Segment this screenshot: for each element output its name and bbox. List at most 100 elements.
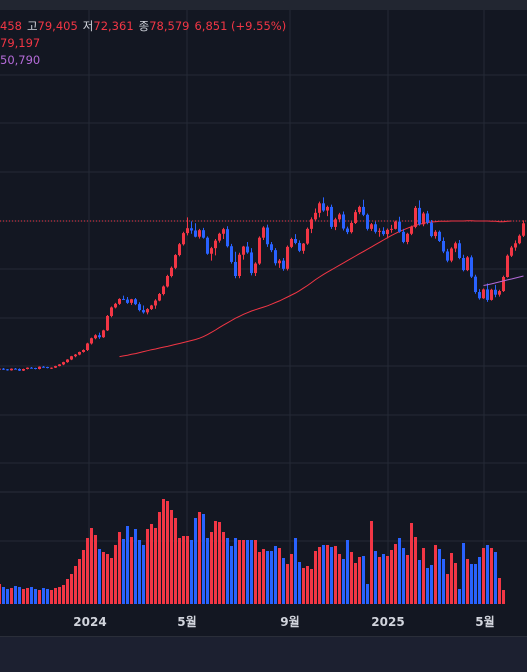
volume-bar <box>262 549 265 604</box>
candle-body <box>390 228 393 230</box>
volume-bar <box>454 563 457 604</box>
x-tick-label: 5월 <box>475 614 494 629</box>
volume-bar <box>162 499 165 604</box>
volume-bar <box>10 588 13 604</box>
candle-body <box>218 233 221 241</box>
volume-bar <box>330 547 333 604</box>
volume-bar <box>442 559 445 604</box>
volume-bar <box>302 568 305 604</box>
volume-bar <box>70 574 73 604</box>
candle-body <box>190 228 193 231</box>
volume-bar <box>174 518 177 604</box>
candle-body <box>250 252 253 274</box>
candle-body <box>454 243 457 249</box>
candle-body <box>226 229 229 247</box>
volume-bar <box>382 554 385 604</box>
candlestick-chart[interactable]: 2024 5월 9월 2025 5월 <box>0 0 527 636</box>
candle-body <box>346 228 349 233</box>
volume-bar <box>422 548 425 604</box>
candle-body <box>242 246 245 255</box>
candle-body <box>206 237 209 254</box>
candle-body <box>282 260 285 269</box>
candle-body <box>270 244 273 251</box>
candle-body <box>238 254 241 277</box>
volume-bar <box>470 564 473 604</box>
candle-body <box>370 224 373 229</box>
candle-body <box>54 366 57 368</box>
volume-bar <box>94 535 97 604</box>
volume-bar <box>502 590 505 604</box>
candle-body <box>350 222 353 233</box>
candle-body <box>234 261 237 277</box>
candle-body <box>286 246 289 269</box>
candle-body <box>158 294 161 301</box>
volume-bar <box>482 548 485 604</box>
candle-body <box>2 368 5 370</box>
volume-bar <box>266 551 269 604</box>
candle-body <box>94 335 97 339</box>
candle-body <box>410 226 413 234</box>
high-label: 고 <box>26 19 38 33</box>
grid-lines <box>0 10 527 604</box>
ma-red-value: 79,197 <box>0 36 41 50</box>
candle-body <box>42 366 45 368</box>
volume-bar <box>62 585 65 604</box>
candle-body <box>194 230 197 237</box>
candle-body <box>342 214 345 229</box>
volume-bar <box>46 589 49 604</box>
candle-body <box>266 227 269 245</box>
volume-bar <box>22 589 25 604</box>
volume-bar <box>274 546 277 604</box>
candle-body <box>470 257 473 277</box>
volume-bar <box>198 512 201 604</box>
candle-body <box>38 366 41 369</box>
candle-body <box>398 221 401 232</box>
volume-bar <box>74 566 77 604</box>
candle-body <box>182 233 185 245</box>
volume-bar <box>230 546 233 604</box>
candle-body <box>418 207 421 225</box>
candle-body <box>322 203 325 211</box>
volume-bar <box>486 545 489 604</box>
candle-body <box>210 248 213 254</box>
volume-bar <box>498 578 501 604</box>
candle-body <box>126 299 129 303</box>
candle-body <box>306 228 309 244</box>
candle-body <box>106 315 109 331</box>
volume-bar <box>278 548 281 604</box>
volume-bar <box>478 557 481 604</box>
candle-body <box>478 292 481 299</box>
volume-bar <box>350 552 353 604</box>
volume-bar <box>98 549 101 604</box>
candle-body <box>262 227 265 238</box>
candle-body <box>458 243 461 258</box>
volume-bar <box>218 522 221 604</box>
volume-bar <box>338 554 341 604</box>
candle-body <box>174 255 177 268</box>
volume-bar <box>214 521 217 604</box>
volume-bars <box>0 499 505 604</box>
low-value: 72,361 <box>93 19 134 33</box>
volume-bar <box>118 532 121 604</box>
candle-body <box>450 248 453 261</box>
volume-bar <box>310 569 313 604</box>
candle-body <box>114 303 117 308</box>
candle-body <box>134 299 137 305</box>
volume-bar <box>426 568 429 604</box>
volume-bar <box>186 536 189 604</box>
candle-body <box>382 230 385 235</box>
volume-bar <box>270 551 273 604</box>
volume-bar <box>346 540 349 604</box>
candle-body <box>186 228 189 234</box>
volume-bar <box>450 553 453 604</box>
candle-body <box>510 247 513 256</box>
x-tick-label: 2025 <box>371 615 404 629</box>
volume-bar <box>238 540 241 604</box>
volume-bar <box>66 579 69 604</box>
candle-body <box>230 246 233 262</box>
volume-bar <box>6 589 9 604</box>
moving-average-purple <box>483 275 524 286</box>
candle-body <box>0 368 1 370</box>
volume-bar <box>202 514 205 604</box>
candle-body <box>502 276 505 292</box>
